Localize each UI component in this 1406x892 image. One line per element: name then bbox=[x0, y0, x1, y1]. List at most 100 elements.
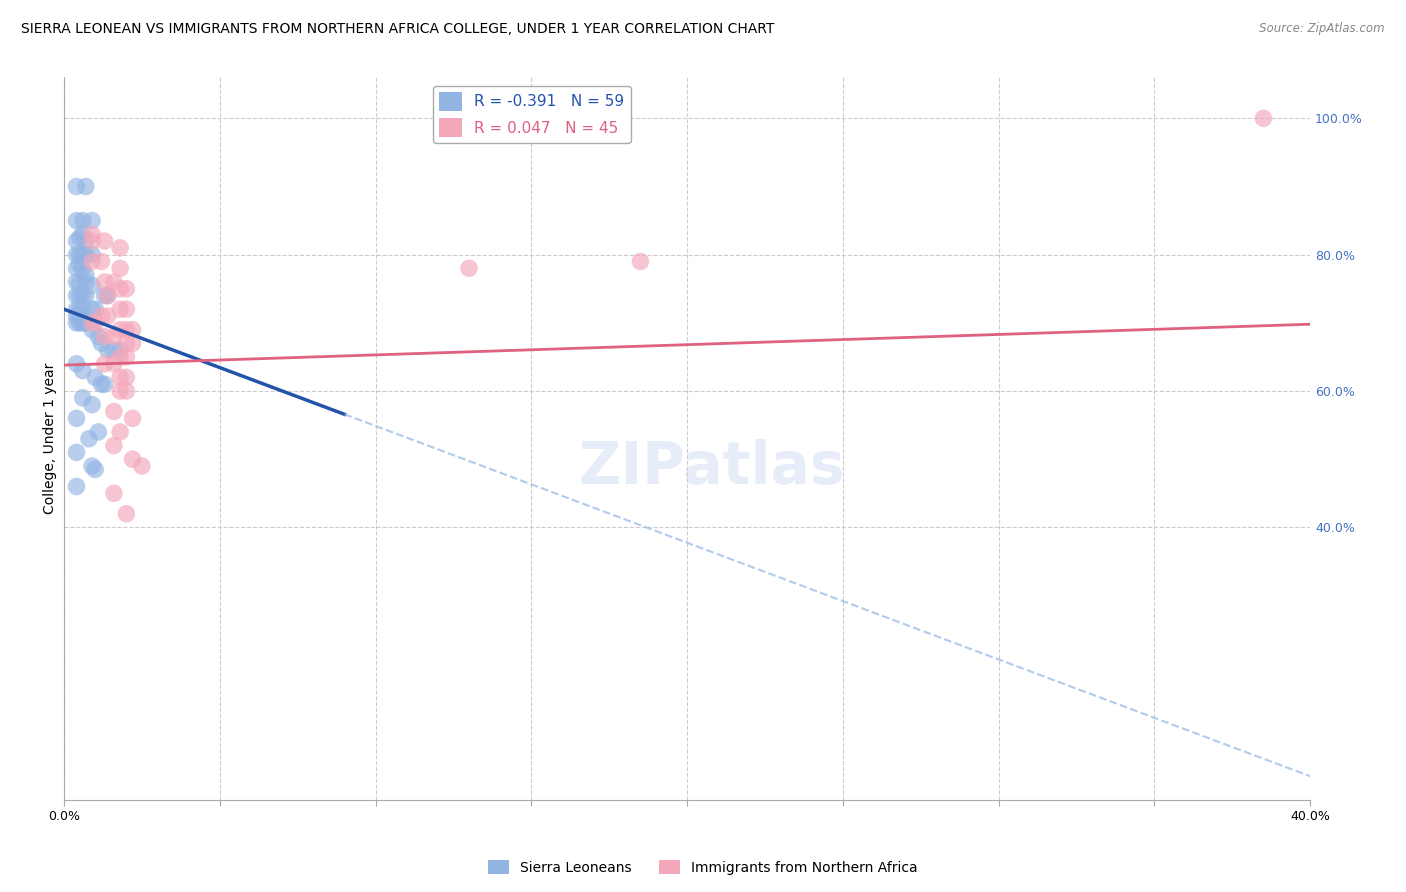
Point bbox=[108, 282, 131, 296]
Point bbox=[69, 230, 91, 244]
Point bbox=[65, 302, 87, 317]
Point bbox=[121, 323, 143, 337]
Point bbox=[84, 316, 107, 330]
Point bbox=[115, 323, 138, 337]
Point bbox=[82, 227, 104, 242]
Point bbox=[90, 336, 112, 351]
Point bbox=[97, 288, 120, 302]
Point bbox=[82, 398, 104, 412]
Point bbox=[115, 302, 138, 317]
Point bbox=[82, 278, 104, 293]
Point bbox=[108, 241, 131, 255]
Point bbox=[65, 445, 87, 459]
Point bbox=[84, 370, 107, 384]
Point bbox=[69, 309, 91, 323]
Point bbox=[108, 384, 131, 398]
Point bbox=[108, 302, 131, 317]
Point bbox=[65, 316, 87, 330]
Point bbox=[115, 384, 138, 398]
Text: ZIPatlas: ZIPatlas bbox=[579, 439, 845, 496]
Point bbox=[131, 458, 153, 473]
Point bbox=[90, 377, 112, 392]
Point bbox=[108, 370, 131, 384]
Legend: Sierra Leoneans, Immigrants from Northern Africa: Sierra Leoneans, Immigrants from Norther… bbox=[482, 855, 924, 880]
Point bbox=[65, 357, 87, 371]
Point bbox=[65, 234, 87, 248]
Point bbox=[77, 432, 100, 446]
Point bbox=[65, 248, 87, 262]
Point bbox=[103, 357, 125, 371]
Point bbox=[75, 288, 97, 302]
Point bbox=[458, 261, 481, 276]
Point bbox=[82, 213, 104, 227]
Point bbox=[97, 343, 120, 358]
Point bbox=[69, 302, 91, 317]
Point bbox=[108, 425, 131, 439]
Point bbox=[82, 323, 104, 337]
Legend: R = -0.391   N = 59, R = 0.047   N = 45: R = -0.391 N = 59, R = 0.047 N = 45 bbox=[433, 86, 630, 143]
Point bbox=[72, 227, 94, 242]
Point bbox=[72, 261, 94, 276]
Point bbox=[75, 275, 97, 289]
Point bbox=[90, 254, 112, 268]
Y-axis label: College, Under 1 year: College, Under 1 year bbox=[44, 363, 58, 515]
Point bbox=[75, 248, 97, 262]
Point bbox=[87, 425, 110, 439]
Point bbox=[121, 411, 143, 425]
Point bbox=[90, 309, 112, 323]
Point bbox=[115, 350, 138, 364]
Point bbox=[69, 248, 91, 262]
Point bbox=[65, 411, 87, 425]
Point bbox=[69, 277, 91, 291]
Point bbox=[65, 275, 87, 289]
Point bbox=[82, 302, 104, 317]
Point bbox=[121, 336, 143, 351]
Point bbox=[65, 288, 87, 302]
Point bbox=[93, 357, 115, 371]
Point bbox=[65, 261, 87, 276]
Point bbox=[93, 275, 115, 289]
Point bbox=[84, 302, 107, 317]
Point bbox=[93, 234, 115, 248]
Point bbox=[72, 213, 94, 227]
Point bbox=[628, 254, 651, 268]
Point bbox=[65, 309, 87, 323]
Point bbox=[103, 404, 125, 418]
Point bbox=[108, 350, 131, 364]
Point bbox=[69, 288, 91, 302]
Point bbox=[82, 254, 104, 268]
Point bbox=[72, 288, 94, 302]
Point bbox=[84, 462, 107, 476]
Point bbox=[82, 234, 104, 248]
Point bbox=[97, 309, 120, 323]
Point bbox=[69, 258, 91, 272]
Point bbox=[82, 458, 104, 473]
Point bbox=[108, 323, 131, 337]
Point bbox=[75, 316, 97, 330]
Point bbox=[93, 288, 115, 302]
Point bbox=[115, 336, 138, 351]
Point bbox=[115, 507, 138, 521]
Point bbox=[82, 248, 104, 262]
Point bbox=[1253, 112, 1275, 126]
Point bbox=[103, 329, 125, 343]
Point bbox=[65, 179, 87, 194]
Point bbox=[72, 363, 94, 377]
Text: Source: ZipAtlas.com: Source: ZipAtlas.com bbox=[1260, 22, 1385, 36]
Point bbox=[87, 329, 110, 343]
Point bbox=[108, 343, 131, 358]
Point bbox=[115, 370, 138, 384]
Text: SIERRA LEONEAN VS IMMIGRANTS FROM NORTHERN AFRICA COLLEGE, UNDER 1 YEAR CORRELAT: SIERRA LEONEAN VS IMMIGRANTS FROM NORTHE… bbox=[21, 22, 775, 37]
Point bbox=[72, 316, 94, 330]
Point bbox=[103, 486, 125, 500]
Point bbox=[75, 234, 97, 248]
Point bbox=[82, 316, 104, 330]
Point bbox=[65, 213, 87, 227]
Point bbox=[103, 439, 125, 453]
Point bbox=[103, 275, 125, 289]
Point bbox=[72, 248, 94, 262]
Point bbox=[103, 343, 125, 358]
Point bbox=[115, 282, 138, 296]
Point bbox=[93, 377, 115, 392]
Point bbox=[72, 302, 94, 317]
